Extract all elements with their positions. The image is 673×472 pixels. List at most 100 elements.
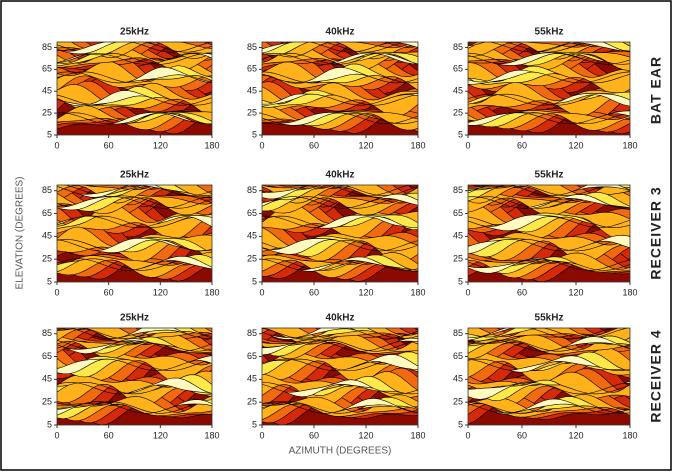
panel-title: 55kHz (535, 170, 564, 181)
x-tick-label: 120 (358, 140, 373, 150)
contour (262, 192, 418, 212)
contour (262, 351, 418, 376)
heatmap (262, 328, 418, 425)
contour (468, 336, 630, 352)
contour (57, 52, 212, 65)
y-tick-label: 5 (47, 129, 52, 139)
y-tick-label: 65 (453, 351, 463, 361)
panel-border (56, 327, 213, 426)
contour (262, 328, 418, 340)
contour (262, 238, 418, 255)
contour (57, 377, 212, 395)
contour (468, 335, 630, 354)
contour (468, 355, 630, 373)
panel-border (261, 327, 419, 426)
x-tick-label: 120 (358, 287, 373, 297)
y-tick-label: 85 (453, 42, 463, 52)
y-tick-label: 25 (247, 397, 257, 407)
y-tick-label: 45 (453, 86, 463, 96)
x-tick-label: 120 (153, 140, 168, 150)
y-tick-label: 85 (247, 328, 257, 338)
contour (57, 255, 212, 271)
x-tick-label: 0 (54, 140, 59, 150)
contour (468, 42, 630, 53)
contour (468, 332, 630, 360)
x-tick-label: 0 (54, 430, 59, 440)
x-tick-label: 60 (309, 430, 319, 440)
y-tick-label: 45 (42, 374, 52, 384)
y-tick-label: 65 (42, 351, 52, 361)
contour (262, 42, 418, 54)
x-tick-label: 120 (153, 287, 168, 297)
y-tick-label: 65 (453, 64, 463, 74)
contour (468, 381, 630, 400)
contour (468, 110, 630, 126)
contour (57, 195, 212, 211)
contour (57, 111, 212, 125)
y-tick-label: 65 (42, 208, 52, 218)
y-tick-label: 85 (42, 328, 52, 338)
contour (57, 355, 212, 375)
contour (468, 42, 630, 53)
contour (57, 254, 212, 272)
heatmap (57, 185, 212, 282)
contour (262, 354, 418, 371)
contour (57, 399, 212, 420)
x-tick-label: 0 (54, 287, 59, 297)
contour (262, 185, 418, 200)
y-tick-label: 65 (247, 351, 257, 361)
heatmap (468, 185, 630, 282)
y-tick-label: 5 (47, 419, 52, 429)
contour (468, 69, 630, 85)
contour (262, 193, 418, 209)
x-tick-label: 120 (153, 430, 168, 440)
y-tick-label: 65 (42, 64, 52, 74)
contour (468, 234, 630, 254)
contour (468, 235, 630, 258)
x-tick-label: 0 (465, 287, 470, 297)
y-axis-label: ELEVATION (DEGREES) (15, 177, 26, 290)
contour (468, 82, 630, 117)
contour (68, 328, 212, 339)
panel-border (467, 184, 631, 283)
x-tick-label: 0 (465, 140, 470, 150)
panel-border (56, 41, 213, 136)
x-tick-label: 120 (358, 430, 373, 440)
panel-title: 40kHz (326, 170, 355, 181)
y-tick-label: 5 (458, 276, 463, 286)
heatmap (468, 42, 630, 135)
y-tick-label: 65 (247, 208, 257, 218)
contour (468, 379, 630, 402)
heatmap (262, 42, 418, 135)
contour (262, 256, 418, 272)
contour (57, 395, 212, 422)
x-tick-label: 0 (259, 140, 264, 150)
y-tick-label: 5 (458, 129, 463, 139)
contour (468, 185, 630, 196)
panel-border (261, 184, 419, 283)
contour (262, 203, 418, 239)
x-tick-label: 120 (568, 430, 583, 440)
y-tick-label: 65 (247, 64, 257, 74)
contour (262, 67, 418, 84)
y-tick-label: 25 (453, 254, 463, 264)
x-tick-label: 180 (622, 140, 637, 150)
y-tick-label: 45 (42, 86, 52, 96)
panel-title: 25kHz (120, 170, 149, 181)
contour (262, 52, 418, 65)
contour (468, 394, 630, 418)
contour (262, 112, 418, 126)
y-tick-label: 25 (247, 254, 257, 264)
contour (262, 185, 418, 201)
y-tick-label: 85 (247, 185, 257, 195)
y-tick-label: 25 (42, 107, 52, 117)
x-tick-label: 180 (204, 287, 219, 297)
contour (57, 336, 212, 354)
y-tick-label: 85 (42, 185, 52, 195)
y-tick-label: 5 (252, 276, 257, 286)
x-tick-label: 0 (259, 430, 264, 440)
contour (468, 328, 630, 342)
contour (57, 251, 212, 278)
contour (262, 337, 418, 356)
heatmap (57, 328, 212, 425)
